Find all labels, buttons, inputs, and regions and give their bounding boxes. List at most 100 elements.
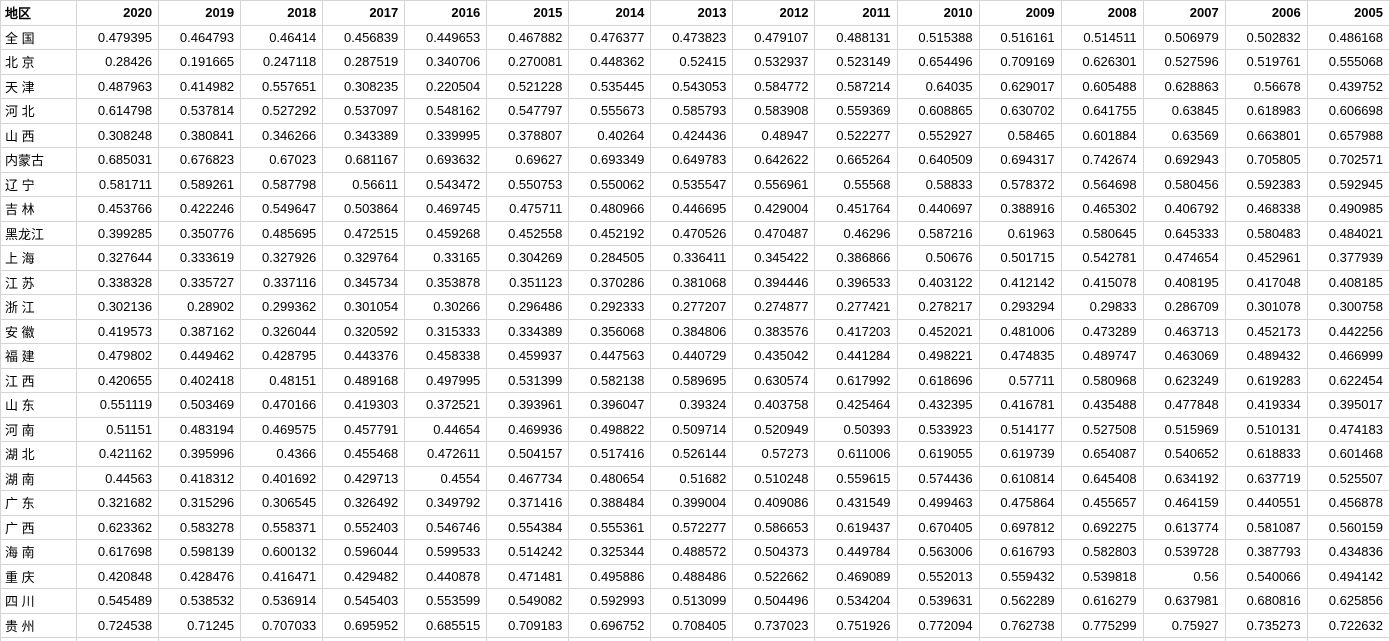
value-cell: 0.488131 <box>815 25 897 50</box>
value-cell: 0.589695 <box>651 368 733 393</box>
value-cell: 0.785226 <box>651 638 733 641</box>
value-cell: 0.697812 <box>979 515 1061 540</box>
value-cell: 0.440729 <box>651 344 733 369</box>
value-cell: 0.539818 <box>1061 564 1143 589</box>
value-cell: 0.737023 <box>733 613 815 638</box>
value-cell: 0.446695 <box>651 197 733 222</box>
value-cell: 0.751926 <box>815 613 897 638</box>
region-cell: 江 苏 <box>1 270 77 295</box>
value-cell: 0.448362 <box>569 50 651 75</box>
value-cell: 0.425464 <box>815 393 897 418</box>
value-cell: 0.479107 <box>733 25 815 50</box>
value-cell: 0.504496 <box>733 589 815 614</box>
value-cell: 0.506979 <box>1143 25 1225 50</box>
value-cell: 0.692943 <box>1143 148 1225 173</box>
value-cell: 0.611006 <box>815 442 897 467</box>
value-cell: 0.435042 <box>733 344 815 369</box>
table-row: 山 西0.3082480.3808410.3462660.3433890.339… <box>1 123 1390 148</box>
region-cell: 辽 宁 <box>1 172 77 197</box>
value-cell: 0.642622 <box>733 148 815 173</box>
value-cell: 0.555068 <box>1307 50 1389 75</box>
value-cell: 0.580968 <box>1061 368 1143 393</box>
value-cell: 0.488486 <box>651 564 733 589</box>
value-cell: 0.587216 <box>897 221 979 246</box>
value-cell: 0.463069 <box>1143 344 1225 369</box>
column-header-year: 2012 <box>733 1 815 26</box>
value-cell: 0.46414 <box>241 25 323 50</box>
value-cell: 0.532937 <box>733 50 815 75</box>
value-cell: 0.693632 <box>405 148 487 173</box>
value-cell: 0.509714 <box>651 417 733 442</box>
value-cell: 0.338328 <box>77 270 159 295</box>
value-cell: 0.320592 <box>323 319 405 344</box>
value-cell: 0.335727 <box>159 270 241 295</box>
value-cell: 0.600132 <box>241 540 323 565</box>
value-cell: 0.327926 <box>241 246 323 271</box>
value-cell: 0.315296 <box>159 491 241 516</box>
value-cell: 0.527508 <box>1061 417 1143 442</box>
value-cell: 0.409086 <box>733 491 815 516</box>
value-cell: 0.408195 <box>1143 270 1225 295</box>
value-cell: 0.527596 <box>1143 50 1225 75</box>
value-cell: 0.552927 <box>897 123 979 148</box>
value-cell: 0.46296 <box>815 221 897 246</box>
value-cell: 0.52415 <box>651 50 733 75</box>
value-cell: 0.399285 <box>77 221 159 246</box>
value-cell: 0.220504 <box>405 74 487 99</box>
value-cell: 0.628863 <box>1143 74 1225 99</box>
value-cell: 0.75927 <box>1143 613 1225 638</box>
value-cell: 0.466999 <box>1307 344 1389 369</box>
value-cell: 0.513099 <box>651 589 733 614</box>
value-cell: 0.417203 <box>815 319 897 344</box>
value-cell: 0.640509 <box>897 148 979 173</box>
value-cell: 0.583908 <box>733 99 815 124</box>
value-cell: 0.794569 <box>1061 638 1143 641</box>
value-cell: 0.555673 <box>569 99 651 124</box>
value-cell: 0.618983 <box>1225 99 1307 124</box>
value-cell: 0.630702 <box>979 99 1061 124</box>
value-cell: 0.429713 <box>323 466 405 491</box>
value-cell: 0.456878 <box>1307 491 1389 516</box>
value-cell: 0.393961 <box>487 393 569 418</box>
value-cell: 0.343389 <box>323 123 405 148</box>
value-cell: 0.641755 <box>1061 99 1143 124</box>
value-cell: 0.479802 <box>77 344 159 369</box>
value-cell: 0.592945 <box>1307 172 1389 197</box>
value-cell: 0.346266 <box>241 123 323 148</box>
value-cell: 0.549647 <box>241 197 323 222</box>
value-cell: 0.64035 <box>897 74 979 99</box>
value-cell: 0.817477 <box>487 638 569 641</box>
value-cell: 0.475711 <box>487 197 569 222</box>
table-row: 上 海0.3276440.3336190.3279260.3297640.331… <box>1 246 1390 271</box>
value-cell: 0.71245 <box>159 613 241 638</box>
value-cell: 0.401692 <box>241 466 323 491</box>
region-cell: 河 北 <box>1 99 77 124</box>
value-cell: 0.399004 <box>651 491 733 516</box>
value-cell: 0.485695 <box>241 221 323 246</box>
value-cell: 0.564698 <box>1061 172 1143 197</box>
column-header-year: 2013 <box>651 1 733 26</box>
value-cell: 0.337116 <box>241 270 323 295</box>
value-cell: 0.574436 <box>897 466 979 491</box>
column-header-region: 地区 <box>1 1 77 26</box>
value-cell: 0.356068 <box>569 319 651 344</box>
table-row: 贵 州0.7245380.712450.7070330.6959520.6855… <box>1 613 1390 638</box>
value-cell: 0.683864 <box>1307 638 1389 641</box>
value-cell: 0.525507 <box>1307 466 1389 491</box>
region-cell: 云 南 <box>1 638 77 641</box>
value-cell: 0.55568 <box>815 172 897 197</box>
value-cell: 0.514511 <box>1061 25 1143 50</box>
value-cell: 0.464793 <box>159 25 241 50</box>
value-cell: 0.610814 <box>979 466 1061 491</box>
value-cell: 0.420848 <box>77 564 159 589</box>
value-cell: 0.56611 <box>323 172 405 197</box>
value-cell: 0.543053 <box>651 74 733 99</box>
value-cell: 0.470487 <box>733 221 815 246</box>
column-header-year: 2006 <box>1225 1 1307 26</box>
value-cell: 0.580645 <box>1061 221 1143 246</box>
value-cell: 0.539728 <box>1143 540 1225 565</box>
value-cell: 0.308248 <box>77 123 159 148</box>
value-cell: 0.247118 <box>241 50 323 75</box>
value-cell: 0.589261 <box>159 172 241 197</box>
region-cell: 福 建 <box>1 344 77 369</box>
